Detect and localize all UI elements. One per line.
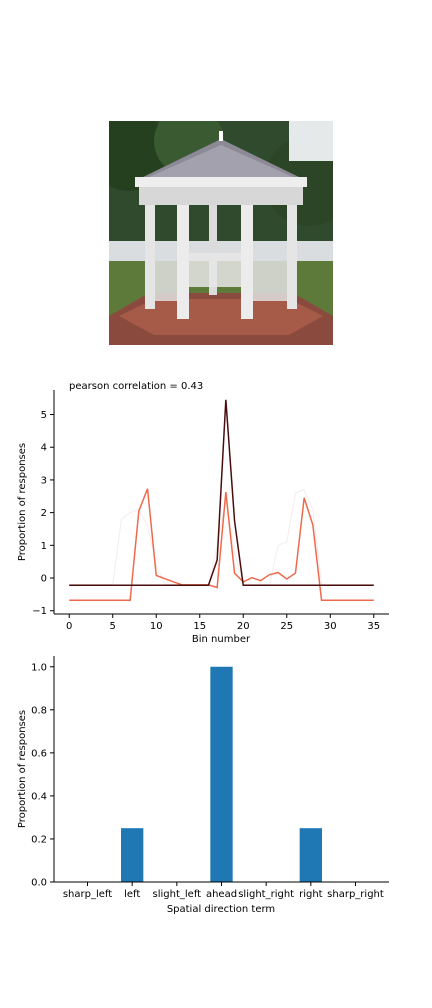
- x-tick-label: 35: [367, 621, 380, 632]
- x-tick-label: 30: [324, 621, 337, 632]
- line-chart-x-ticks: 0 5 10 15 20 25 30 35: [66, 614, 380, 632]
- line-series-2: [69, 488, 374, 602]
- x-tick-label: sharp_right: [327, 889, 384, 900]
- bar-chart-bars: [121, 666, 322, 882]
- y-tick-label: 0.6: [31, 748, 47, 759]
- x-tick-label: left: [124, 889, 140, 900]
- line-series-3: [69, 399, 374, 586]
- y-tick-label: 0: [41, 574, 47, 585]
- y-tick-label: 0.2: [31, 834, 47, 845]
- bar-chart: sharp_left left slight_left ahead slight_rig…: [17, 656, 389, 915]
- y-tick-label: 0.0: [31, 878, 47, 889]
- line-chart-y-axis-label: Proportion of responses: [17, 443, 28, 561]
- line-chart-x-axis-label: Bin number: [192, 634, 251, 645]
- y-tick-label: 0.4: [31, 791, 47, 802]
- x-tick-label: ahead: [206, 889, 237, 900]
- bar-chart-y-ticks: 0.0 0.2 0.4 0.6 0.8 1.0: [31, 662, 54, 889]
- y-tick-label: 2: [41, 508, 47, 519]
- bar-ahead: [210, 666, 233, 882]
- y-tick-label: 1: [41, 541, 47, 552]
- x-tick-label: 15: [193, 621, 206, 632]
- bar-chart-y-axis-label: Proportion of responses: [17, 710, 28, 828]
- y-tick-label: 3: [41, 475, 47, 486]
- y-tick-label: 1.0: [31, 662, 47, 673]
- x-tick-label: 5: [110, 621, 116, 632]
- line-chart-plot-area: [69, 399, 374, 602]
- y-tick-label: 5: [41, 410, 47, 421]
- bar-chart-x-axis-label: Spatial direction term: [167, 904, 275, 915]
- line-chart-title: pearson correlation = 0.43: [69, 381, 203, 392]
- x-tick-label: 20: [237, 621, 250, 632]
- bar-chart-x-ticks: sharp_left left slight_left ahead slight_rig…: [63, 882, 384, 900]
- x-tick-label: slight_left: [153, 889, 202, 900]
- x-tick-label: sharp_left: [63, 889, 112, 900]
- line-chart: pearson correlation = 0.43 0 5 10 15 20 25 30 3…: [17, 381, 389, 645]
- x-tick-label: 25: [280, 621, 293, 632]
- x-tick-label: right: [299, 889, 323, 900]
- y-tick-label: 0.8: [31, 705, 47, 716]
- bar-left: [121, 828, 144, 882]
- line-chart-y-ticks: −1 0 1 2 3 4 5: [32, 410, 54, 617]
- y-tick-label: −1: [32, 606, 47, 617]
- x-tick-label: 10: [150, 621, 163, 632]
- bar-right: [299, 828, 322, 882]
- gazebo-photo: [109, 121, 333, 345]
- y-tick-label: 4: [41, 443, 47, 454]
- x-tick-label: slight_right: [238, 889, 294, 900]
- x-tick-label: 0: [66, 621, 72, 632]
